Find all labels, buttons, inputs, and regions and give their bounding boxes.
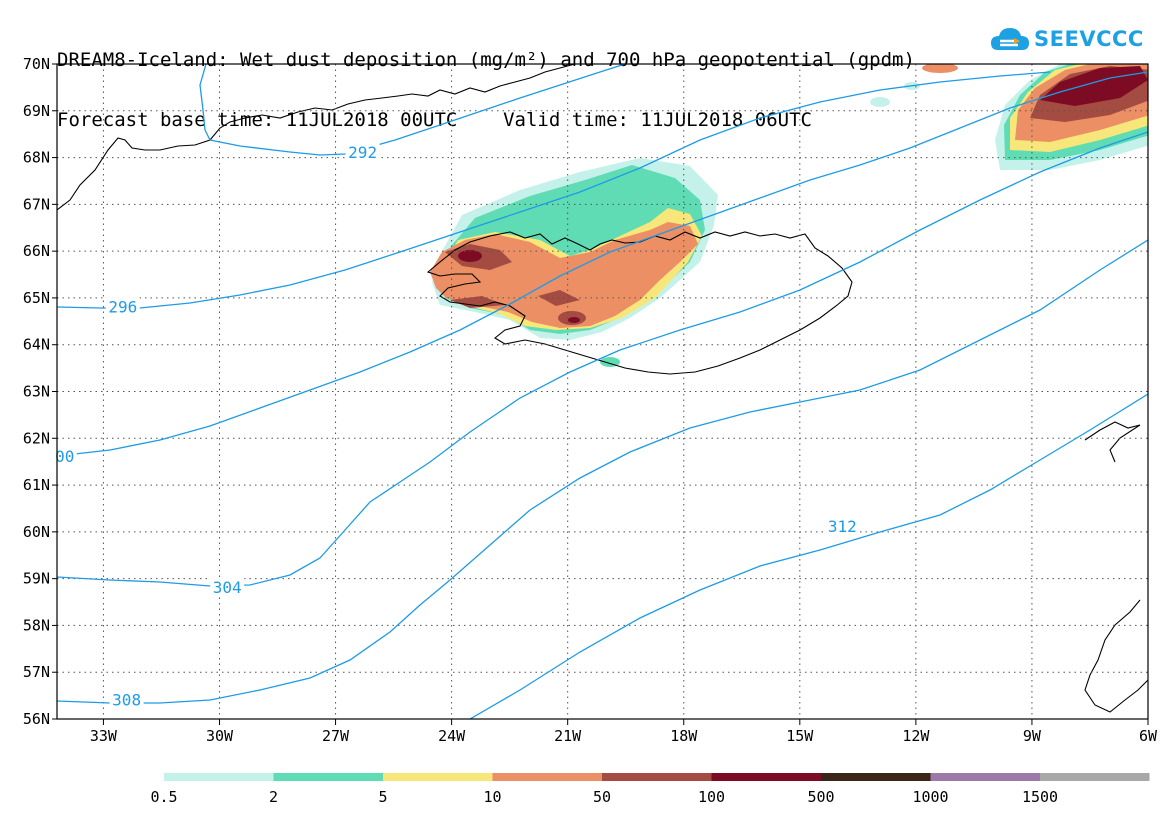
seevccc-logo: SEEVCCC bbox=[990, 22, 1144, 56]
contour-label-bg bbox=[52, 447, 77, 465]
legend-label: 0.5 bbox=[150, 788, 177, 806]
lat-label: 67N bbox=[23, 195, 50, 213]
contour-label-bg bbox=[825, 517, 860, 536]
logo-text: SEEVCCC bbox=[1034, 27, 1144, 51]
lon-label: 15W bbox=[786, 727, 814, 745]
contour-300 bbox=[57, 71, 1148, 457]
legend-swatch bbox=[711, 773, 821, 781]
contour-296 bbox=[57, 71, 1051, 309]
legend-swatch bbox=[273, 773, 383, 781]
iceland-coastline bbox=[426, 231, 853, 375]
lat-label: 62N bbox=[23, 429, 50, 447]
legend-swatch bbox=[602, 773, 712, 781]
contour-label: 296 bbox=[108, 297, 137, 316]
contour-label: 292 bbox=[348, 143, 377, 162]
dust-spot-small-2 bbox=[870, 97, 890, 107]
legend-swatch bbox=[821, 773, 931, 781]
contour-292 bbox=[199, 64, 626, 156]
legend-swatch bbox=[383, 773, 493, 781]
dust-max-south bbox=[568, 317, 580, 323]
lat-label: 64N bbox=[23, 336, 50, 354]
lon-label: 30W bbox=[206, 727, 234, 745]
lon-label: 9W bbox=[1023, 727, 1042, 745]
dust-area-brown-2 bbox=[450, 296, 505, 308]
lon-label: 27W bbox=[322, 727, 350, 745]
contour-label-bg bbox=[210, 578, 245, 596]
legend-label: 2 bbox=[269, 788, 278, 806]
lon-label: 21W bbox=[554, 727, 582, 745]
lon-label: 18W bbox=[670, 727, 698, 745]
lat-label: 66N bbox=[23, 242, 50, 260]
dust-area-salmon bbox=[430, 222, 698, 328]
contour-label: 00 bbox=[55, 447, 74, 466]
contour-label: 304 bbox=[213, 578, 242, 597]
legend-swatch bbox=[1040, 773, 1150, 781]
legend-swatch bbox=[930, 773, 1040, 781]
chart-title: DREAM8-Iceland: Wet dust deposition (mg/… bbox=[57, 10, 915, 150]
scotland-coastline bbox=[1084, 599, 1148, 713]
norway-coastline bbox=[1084, 421, 1141, 463]
legend-swatch bbox=[164, 773, 274, 781]
contour-308 bbox=[57, 239, 1148, 704]
lat-label: 57N bbox=[23, 663, 50, 681]
legend-label: 100 bbox=[698, 788, 725, 806]
cloud-icon bbox=[991, 28, 1029, 50]
lon-label: 12W bbox=[902, 727, 930, 745]
lat-label: 68N bbox=[23, 149, 50, 167]
lat-label: 65N bbox=[23, 289, 50, 307]
contour-label-bg bbox=[345, 142, 380, 161]
lon-label: 33W bbox=[90, 727, 118, 745]
contour-labels: 292 296 00 304 308 312 bbox=[52, 142, 860, 709]
contour-label: 308 bbox=[112, 690, 141, 709]
legend-label: 50 bbox=[593, 788, 611, 806]
contour-label-bg bbox=[105, 297, 140, 316]
title-line-1: DREAM8-Iceland: Wet dust deposition (mg/… bbox=[57, 49, 915, 71]
lon-label: 6W bbox=[1139, 727, 1158, 745]
legend-label: 500 bbox=[807, 788, 834, 806]
legend-label: 10 bbox=[483, 788, 501, 806]
legend-label: 1000 bbox=[912, 788, 948, 806]
lat-label: 60N bbox=[23, 523, 50, 541]
lat-label: 63N bbox=[23, 383, 50, 401]
legend-swatch bbox=[492, 773, 602, 781]
lat-label: 56N bbox=[23, 710, 50, 728]
lat-label: 61N bbox=[23, 476, 50, 494]
lat-label: 59N bbox=[23, 570, 50, 588]
legend-label: 5 bbox=[378, 788, 387, 806]
gridlines bbox=[57, 64, 1148, 719]
dust-shading bbox=[430, 64, 1148, 367]
contour-label: 312 bbox=[828, 517, 857, 536]
lat-label: 70N bbox=[23, 55, 50, 73]
greenland-coastline bbox=[57, 64, 576, 211]
coastlines bbox=[57, 64, 1148, 713]
dust-spot-north bbox=[922, 64, 958, 73]
contour-label-bg bbox=[109, 690, 144, 709]
lat-label: 69N bbox=[23, 102, 50, 120]
legend-label: 1500 bbox=[1022, 788, 1058, 806]
lon-label: 24W bbox=[438, 727, 466, 745]
legend: 0.5 2 5 10 50 100 500 1000 1500 bbox=[150, 773, 1150, 806]
dust-max-west bbox=[458, 250, 482, 262]
lat-label: 58N bbox=[23, 616, 50, 634]
axis-ticks: 33W 30W 27W 24W 21W 18W 15W 12W 9W 6W 56N 57N 58N 59N… bbox=[23, 55, 1158, 745]
contour-312 bbox=[469, 393, 1148, 719]
